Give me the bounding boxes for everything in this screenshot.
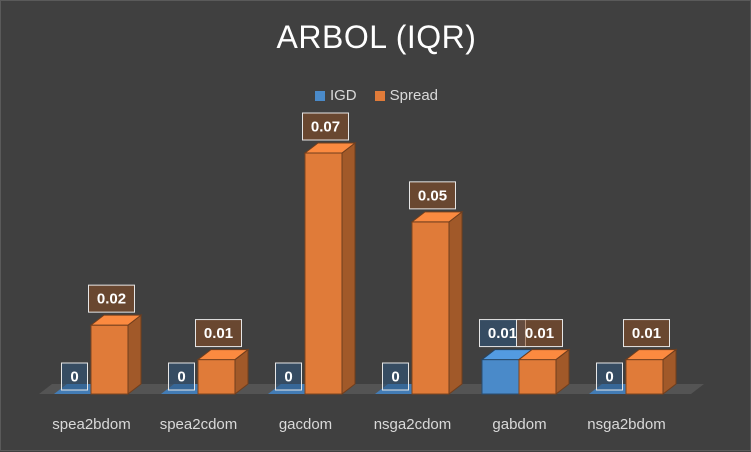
data-label-igd-spea2bdom: 0: [61, 362, 88, 391]
bar-front: [197, 359, 236, 395]
data-label-box: [275, 362, 302, 391]
data-label-igd-spea2cdom: 0: [168, 362, 195, 391]
bar-side: [127, 314, 142, 396]
bar-front: [481, 359, 520, 395]
bar-top: [624, 349, 678, 361]
data-label-box: [382, 362, 409, 391]
data-label-text: 0: [284, 369, 292, 386]
bar-spread-spea2bdom: [89, 314, 143, 396]
data-label-box: [61, 362, 88, 391]
bar-top: [517, 349, 571, 361]
data-label-box: [623, 319, 670, 348]
data-label-text: 0.01: [525, 325, 554, 342]
data-label-spread-nsga2bdom: 0.01: [623, 319, 670, 348]
bar-front: [518, 359, 557, 395]
category-label-spea2bdom: spea2bdom: [52, 416, 130, 433]
bar-top: [89, 314, 143, 326]
data-label-text: 0: [70, 369, 78, 386]
bar-spread-nsga2cdom: [410, 210, 464, 396]
bar-spread-gabdom: [517, 348, 571, 396]
bar-spread-spea2cdom: [196, 348, 250, 396]
data-label-text: 0: [177, 369, 185, 386]
data-label-text: 0: [391, 369, 399, 386]
data-label-text: 0.07: [311, 119, 340, 136]
bar-side: [448, 210, 463, 396]
legend-swatch-spread: [374, 90, 385, 101]
data-label-spread-nsga2cdom: 0.05: [409, 181, 456, 210]
data-label-spread-gacdom: 0.07: [302, 112, 349, 141]
bar-top: [196, 349, 250, 361]
legend-item-spread: Spread: [374, 87, 439, 104]
bar-front: [411, 221, 450, 395]
data-label-text: 0.02: [97, 291, 126, 308]
legend-swatch-igd: [314, 90, 325, 101]
category-label-gacdom: gacdom: [279, 416, 332, 433]
category-label-gabdom: gabdom: [492, 416, 546, 433]
bar-spread-gacdom: [303, 141, 357, 396]
bar-front: [90, 324, 129, 395]
data-label-igd-nsga2cdom: 0: [382, 362, 409, 391]
data-label-text: 0.01: [488, 325, 517, 342]
data-label-box: [88, 284, 135, 313]
data-label-spread-spea2cdom: 0.01: [195, 319, 242, 348]
data-label-text: 0.01: [632, 325, 661, 342]
legend-label-igd: IGD: [329, 87, 357, 104]
data-label-box: [302, 112, 349, 141]
legend: IGD Spread: [1, 87, 751, 104]
chart-title: ARBOL (IQR): [276, 19, 477, 55]
data-label-igd-gacdom: 0: [275, 362, 302, 391]
data-label-text: 0.01: [204, 325, 233, 342]
legend-item-igd: IGD: [314, 87, 357, 104]
category-label-nsga2bdom: nsga2bdom: [587, 416, 665, 433]
legend-label-spread: Spread: [389, 87, 439, 104]
bar-front: [304, 152, 343, 395]
data-label-text: 0: [605, 369, 613, 386]
data-label-box: [195, 319, 242, 348]
data-label-box: [516, 319, 563, 348]
data-label-text: 0.05: [418, 187, 447, 204]
data-label-spread-spea2bdom: 0.02: [88, 284, 135, 313]
data-label-box: [168, 362, 195, 391]
bar-top: [303, 142, 357, 154]
category-label-spea2cdom: spea2cdom: [160, 416, 238, 433]
bar-spread-nsga2bdom: [624, 348, 678, 396]
bar-top: [410, 211, 464, 223]
data-label-box: [596, 362, 623, 391]
bar-side: [341, 141, 356, 396]
data-label-igd-nsga2bdom: 0: [596, 362, 623, 391]
category-label-nsga2cdom: nsga2cdom: [374, 416, 452, 433]
data-label-box: [409, 181, 456, 210]
bar-front: [625, 359, 664, 395]
data-label-spread-gabdom: 0.01: [516, 319, 563, 348]
